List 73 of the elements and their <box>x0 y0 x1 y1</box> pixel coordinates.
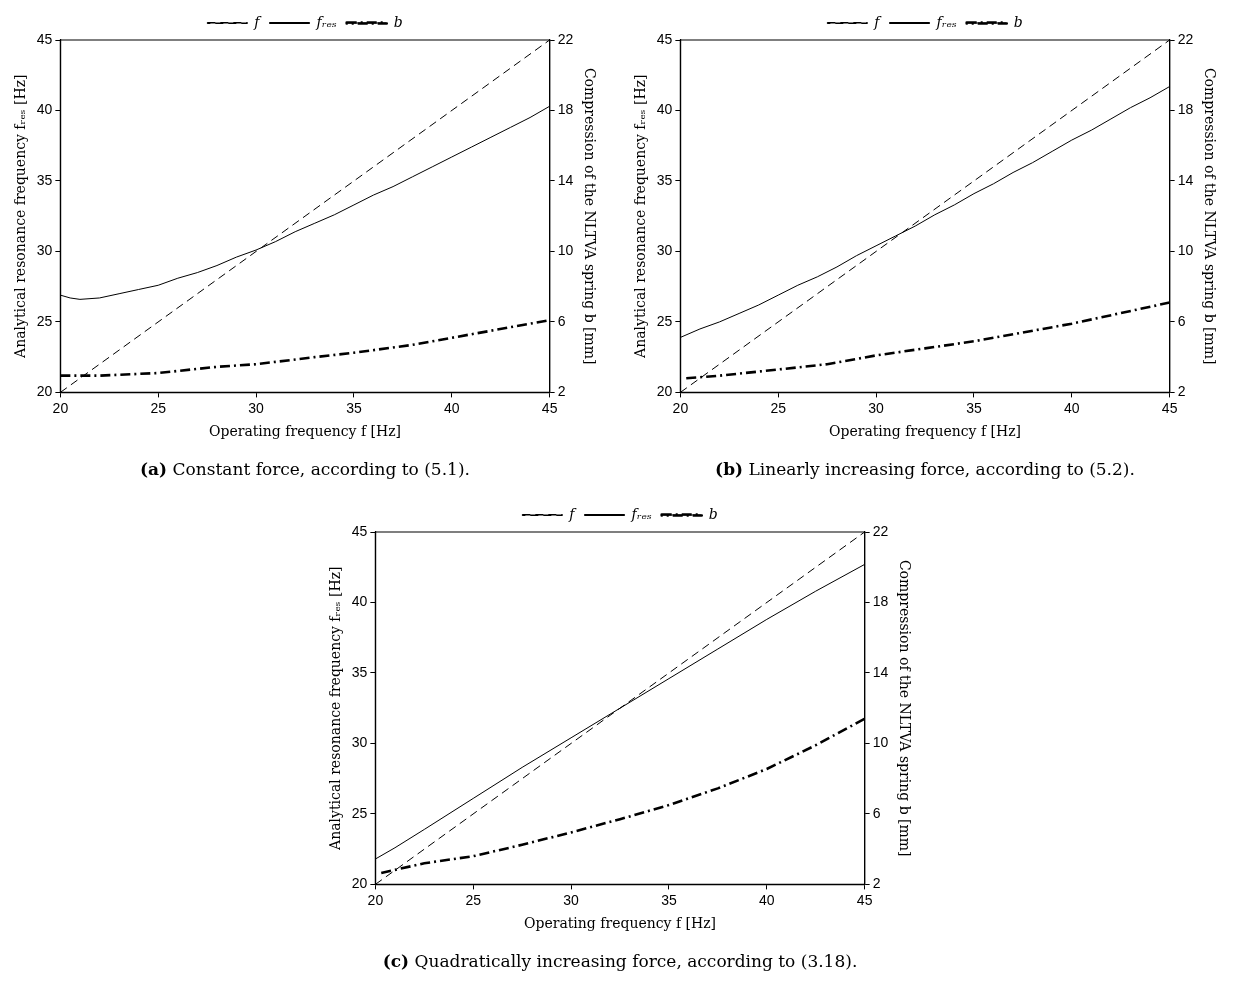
x-tick-label: 40 <box>443 399 460 416</box>
y-tick-label: 20 <box>36 383 53 400</box>
y2-axis-title: Compression of the NLTVA spring b [mm] <box>581 67 598 365</box>
x-tick-label: 25 <box>150 399 167 416</box>
y2-tick-label: 14 <box>557 171 574 188</box>
y2-tick-label: 18 <box>557 101 574 118</box>
y-axis-title: Analytical resonance frequency fᵣₑₛ [Hz] <box>327 566 344 851</box>
legend-label: fᵣₑₛ <box>315 13 337 30</box>
y2-tick-label: 10 <box>1177 242 1194 259</box>
x-tick-label: 25 <box>770 399 787 416</box>
y-tick-label: 30 <box>351 734 368 751</box>
text: (c) Quadratically increasing force, according to (3.18). <box>381 951 859 971</box>
text: (a) Constant force, according to (5.1). <box>139 459 471 479</box>
y2-tick-label: 22 <box>872 522 889 539</box>
y-tick-label: 25 <box>351 804 368 821</box>
legend-label: f <box>568 505 578 522</box>
y2-tick-label: 6 <box>872 804 881 821</box>
y-tick-label: 35 <box>656 171 673 188</box>
legend-label: b <box>708 505 718 522</box>
y-tick-label: 25 <box>656 312 673 329</box>
y-tick-label: 40 <box>351 593 368 610</box>
y2-tick-label: 2 <box>557 383 566 400</box>
y-tick-label: 20 <box>351 875 368 892</box>
x-tick-label: 20 <box>672 399 689 416</box>
y2-tick-label: 2 <box>872 875 881 892</box>
y-tick-label: 40 <box>36 101 53 118</box>
x-axis-title: Operating frequency f [Hz] <box>523 915 717 932</box>
x-tick-label: 40 <box>758 891 775 908</box>
legend-label: b <box>393 13 403 30</box>
y-tick-label: 25 <box>36 312 53 329</box>
y2-tick-label: 6 <box>1177 312 1186 329</box>
legend-label: fᵣₑₛ <box>935 13 957 30</box>
y-axis-title: Analytical resonance frequency fᵣₑₛ [Hz] <box>12 74 29 359</box>
y2-tick-label: 18 <box>872 593 889 610</box>
y2-tick-label: 10 <box>872 734 889 751</box>
x-tick-label: 30 <box>868 399 885 416</box>
y-tick-label: 30 <box>656 242 673 259</box>
legend-label: fᵣₑₛ <box>630 505 652 522</box>
y2-tick-label: 18 <box>1177 101 1194 118</box>
y-axis-title: Analytical resonance frequency fᵣₑₛ [Hz] <box>632 74 649 359</box>
y2-tick-label: 22 <box>557 30 574 47</box>
y-tick-label: 30 <box>36 242 53 259</box>
legend-label: b <box>1013 13 1023 30</box>
y2-tick-label: 2 <box>1177 383 1186 400</box>
x-tick-label: 35 <box>966 399 982 416</box>
x-tick-label: 30 <box>563 891 580 908</box>
y-tick-label: 45 <box>36 30 53 47</box>
legend-label: f <box>873 13 883 30</box>
y2-tick-label: 10 <box>557 242 574 259</box>
x-tick-label: 30 <box>248 399 265 416</box>
legend-label: f <box>253 13 263 30</box>
y-tick-label: 35 <box>36 171 53 188</box>
x-axis-title: Operating frequency f [Hz] <box>208 423 402 440</box>
x-tick-label: 40 <box>1063 399 1080 416</box>
y-tick-label: 45 <box>351 522 368 539</box>
x-tick-label: 25 <box>465 891 482 908</box>
y-tick-label: 35 <box>351 663 368 680</box>
y-tick-label: 20 <box>656 383 673 400</box>
x-tick-label: 20 <box>367 891 384 908</box>
y-tick-label: 40 <box>656 101 673 118</box>
y2-axis-title: Compression of the NLTVA spring b [mm] <box>896 559 913 857</box>
y2-axis-title: Compression of the NLTVA spring b [mm] <box>1201 67 1218 365</box>
y2-tick-label: 14 <box>872 663 889 680</box>
x-tick-label: 45 <box>541 399 558 416</box>
x-tick-label: 20 <box>52 399 69 416</box>
x-tick-label: 45 <box>856 891 873 908</box>
x-axis-title: Operating frequency f [Hz] <box>828 423 1022 440</box>
y2-tick-label: 6 <box>557 312 566 329</box>
y2-tick-label: 22 <box>1177 30 1194 47</box>
y-tick-label: 45 <box>656 30 673 47</box>
x-tick-label: 45 <box>1161 399 1178 416</box>
text: (b) Linearly increasing force, according to (5.2). <box>714 459 1136 479</box>
y2-tick-label: 14 <box>1177 171 1194 188</box>
